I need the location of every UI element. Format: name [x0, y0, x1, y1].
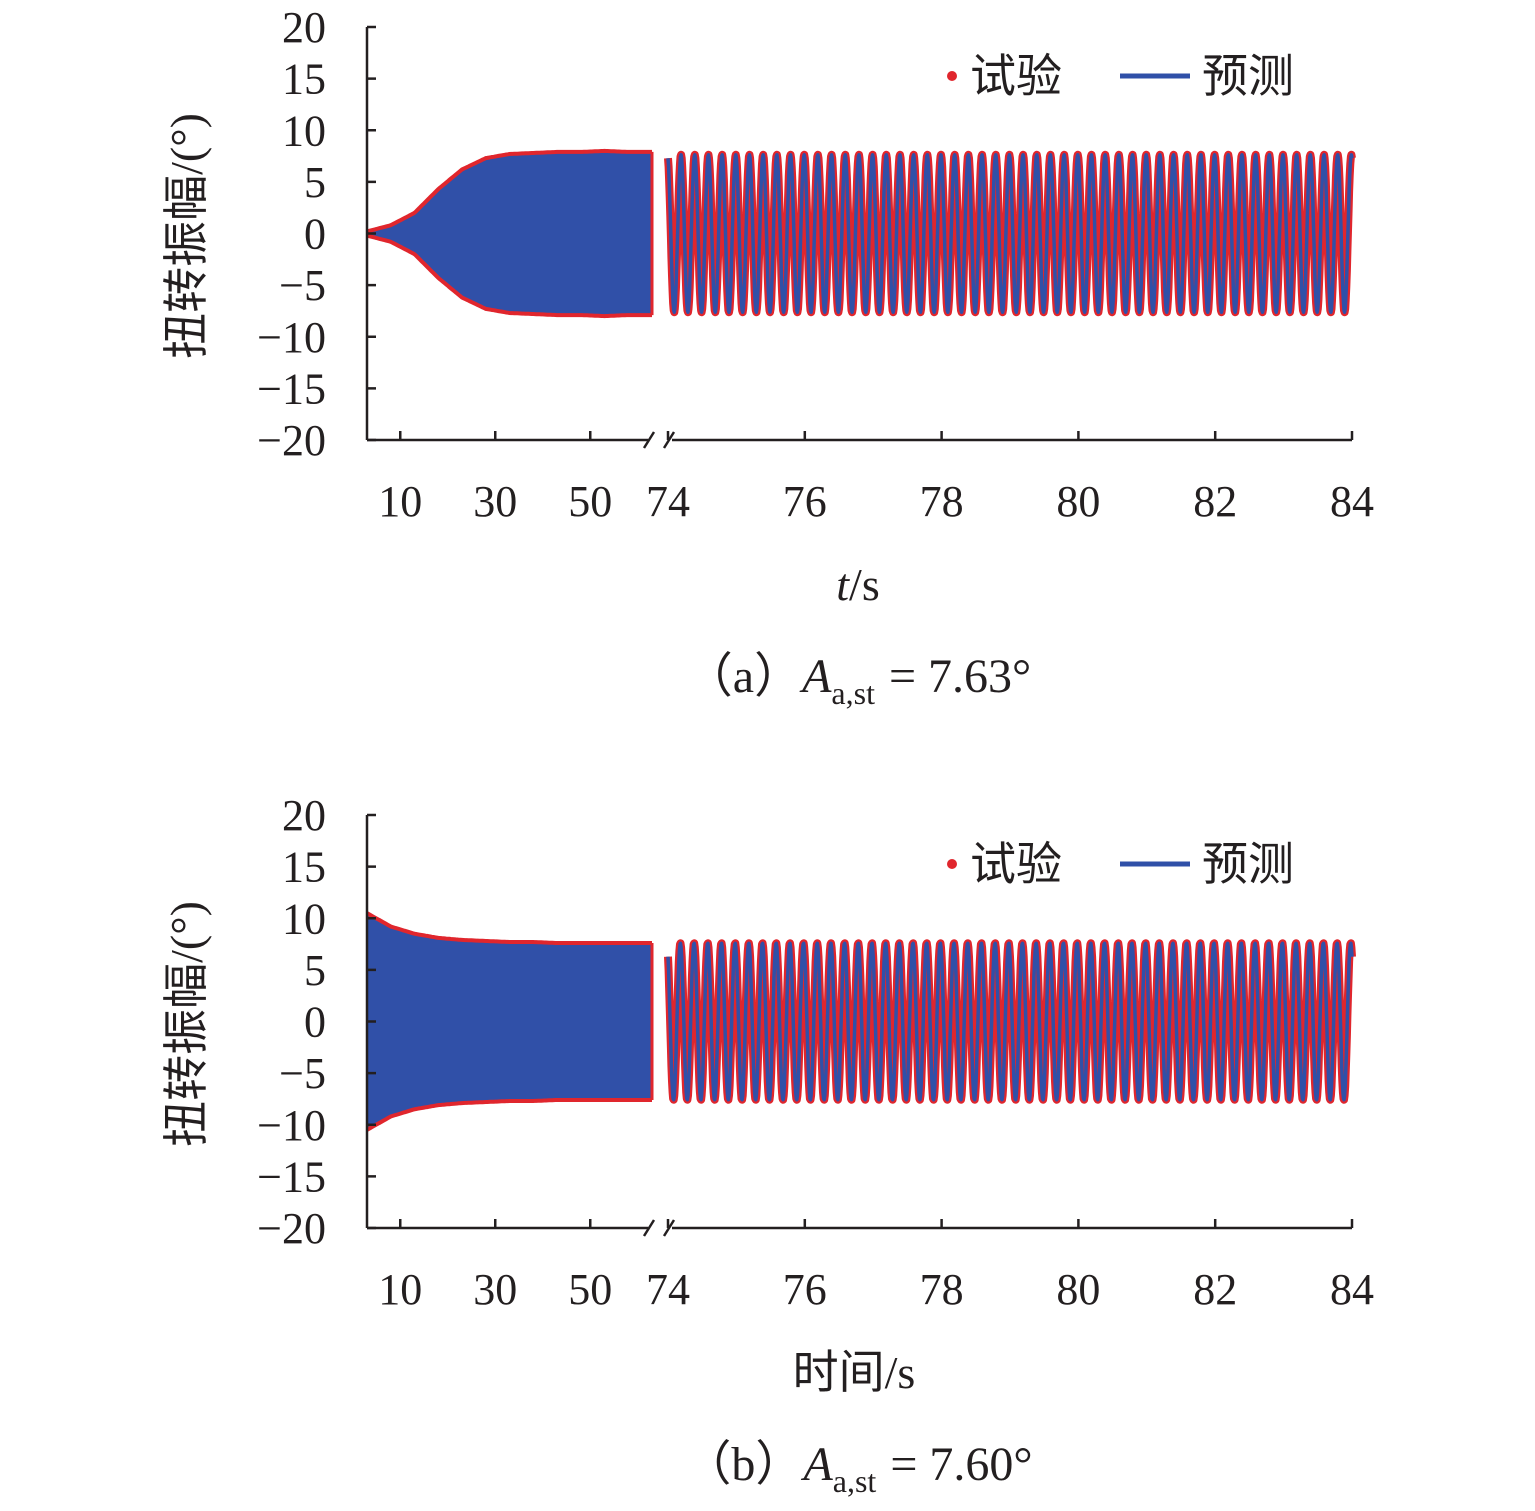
caption-subscript: a,st: [831, 675, 875, 711]
y-tick-label: 10: [282, 106, 326, 155]
y-tick-label: 10: [282, 894, 326, 943]
plot-area: [366, 148, 1356, 319]
x-tick-label: 76: [783, 477, 827, 526]
x-tick-label: 78: [920, 477, 964, 526]
axis-break-mark: [642, 431, 656, 449]
legend-marker-experiment: [947, 71, 957, 81]
axis-break-mark: [642, 1219, 656, 1237]
panel-caption: （a）Aa,st = 7.63°: [685, 650, 1031, 711]
y-tick-label: 0: [304, 998, 326, 1047]
x-axis-title-var: t: [836, 559, 850, 610]
y-tick-label: −15: [257, 1152, 326, 1201]
y-tick-label: −5: [279, 1049, 326, 1098]
y-tick-label: −10: [257, 1101, 326, 1150]
x-axis-title-unit: 时间/s: [793, 1347, 916, 1398]
prediction-band-segment1: [367, 150, 652, 317]
x-axis-title: t/s: [836, 559, 879, 610]
caption-value: = 7.60°: [890, 1438, 1032, 1491]
legend-label-experiment: 试验: [970, 839, 1062, 890]
caption-value: = 7.63°: [889, 650, 1031, 703]
experiment-envelope-lower: [366, 233, 652, 319]
x-tick-label: 80: [1056, 1265, 1100, 1314]
prediction-series-segment2: [666, 941, 1354, 1102]
y-tick-label: 20: [282, 3, 326, 52]
y-tick-label: −15: [257, 364, 326, 413]
x-tick-label: 50: [568, 1265, 612, 1314]
y-tick-label: 5: [304, 158, 326, 207]
y-tick-label: 20: [282, 791, 326, 840]
experiment-envelope-lower: [366, 1098, 652, 1132]
x-tick-label: 50: [568, 477, 612, 526]
x-tick-label: 82: [1193, 477, 1237, 526]
x-tick-label: 30: [473, 477, 517, 526]
x-tick-label: 82: [1193, 1265, 1237, 1314]
y-axis-title: 扭转振幅/(°): [161, 901, 212, 1147]
x-tick-label: 10: [378, 477, 422, 526]
x-tick-label: 76: [783, 1265, 827, 1314]
legend: 试验 预测: [947, 51, 1294, 102]
x-tick-label: 30: [473, 1265, 517, 1314]
legend: 试验 预测: [947, 839, 1294, 890]
y-axis-title: 扭转振幅/(°): [161, 113, 212, 359]
y-tick-label: 15: [282, 843, 326, 892]
plot-area: [366, 911, 1356, 1132]
prediction-band-segment1: [367, 913, 652, 1130]
x-tick-label: 74: [646, 1265, 690, 1314]
legend-label-experiment: 试验: [970, 51, 1062, 102]
y-tick-label: 0: [304, 210, 326, 259]
caption-variable: A: [800, 1438, 833, 1491]
x-tick-label: 84: [1330, 1265, 1374, 1314]
y-tick-label: 15: [282, 55, 326, 104]
y-tick-label: −20: [257, 1204, 326, 1253]
y-tick-label: −5: [279, 261, 326, 310]
y-tick-label: 5: [304, 946, 326, 995]
prediction-series-segment2: [666, 153, 1354, 314]
x-axis-title-unit: /s: [849, 559, 880, 610]
y-tick-label: −10: [257, 313, 326, 362]
caption-prefix: （b）: [683, 1438, 803, 1491]
x-tick-label: 10: [378, 1265, 422, 1314]
x-tick-label: 74: [646, 477, 690, 526]
experiment-envelope-upper: [366, 911, 652, 945]
caption-prefix: （a）: [685, 650, 802, 703]
experiment-envelope-upper: [366, 148, 652, 234]
panel-caption: （b）Aa,st = 7.60°: [683, 1438, 1032, 1499]
x-tick-label: 84: [1330, 477, 1374, 526]
caption-variable: A: [799, 650, 832, 703]
x-tick-label: 80: [1056, 477, 1100, 526]
x-axis-title: 时间/s: [793, 1347, 916, 1398]
legend-marker-experiment: [947, 859, 957, 869]
y-tick-label: −20: [257, 416, 326, 465]
legend-label-prediction: 预测: [1202, 839, 1294, 890]
x-tick-label: 78: [920, 1265, 964, 1314]
legend-label-prediction: 预测: [1202, 51, 1294, 102]
caption-subscript: a,st: [833, 1463, 877, 1499]
